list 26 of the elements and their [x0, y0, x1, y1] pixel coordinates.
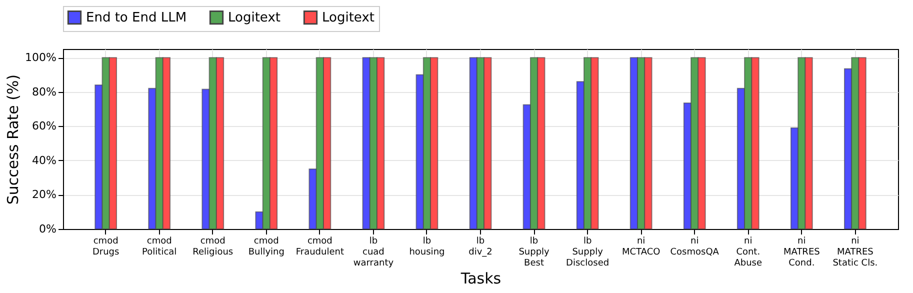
y-axis-title: Success Rate (%) [4, 74, 22, 205]
x-tick-label: ni CosmosQA [670, 236, 720, 258]
y-tick-label: 20% [32, 188, 56, 202]
legend-label: Logitext [228, 10, 280, 26]
x-tick-label: lb housing [409, 236, 445, 258]
x-tick-label: cmod Religious [192, 236, 234, 258]
x-tick-label: ni MCTACO [622, 236, 660, 258]
x-tick-label: lb Supply Disclosed [566, 236, 610, 268]
x-tick-label: cmod Political [142, 236, 177, 258]
x-tick-label: lb cuad warranty [353, 236, 394, 268]
x-tick-label: ni MATRES Cond. [783, 236, 820, 268]
x-tick-label: cmod Bullying [248, 236, 284, 258]
y-tick-label: 40% [32, 154, 56, 167]
y-tick-label: 0% [39, 222, 56, 236]
x-tick-label: cmod Fraudulent [296, 236, 344, 258]
x-tick-label: ni Cont. Abuse [734, 236, 762, 268]
y-tick-label: 60% [32, 120, 56, 133]
x-tick-label: lb div_2 [468, 236, 492, 258]
y-tick-label: 80% [32, 85, 56, 98]
legend-label: Logitext [322, 10, 374, 26]
x-tick-label: ni MATRES Static Cls. [832, 236, 878, 268]
x-axis-title: Tasks [460, 270, 502, 288]
x-tick-label: cmod Drugs [92, 236, 120, 258]
legend-label: End to End LLM [86, 10, 187, 26]
y-tick-label: 100% [25, 51, 56, 64]
x-tick-label: lb Supply Best [518, 236, 550, 268]
